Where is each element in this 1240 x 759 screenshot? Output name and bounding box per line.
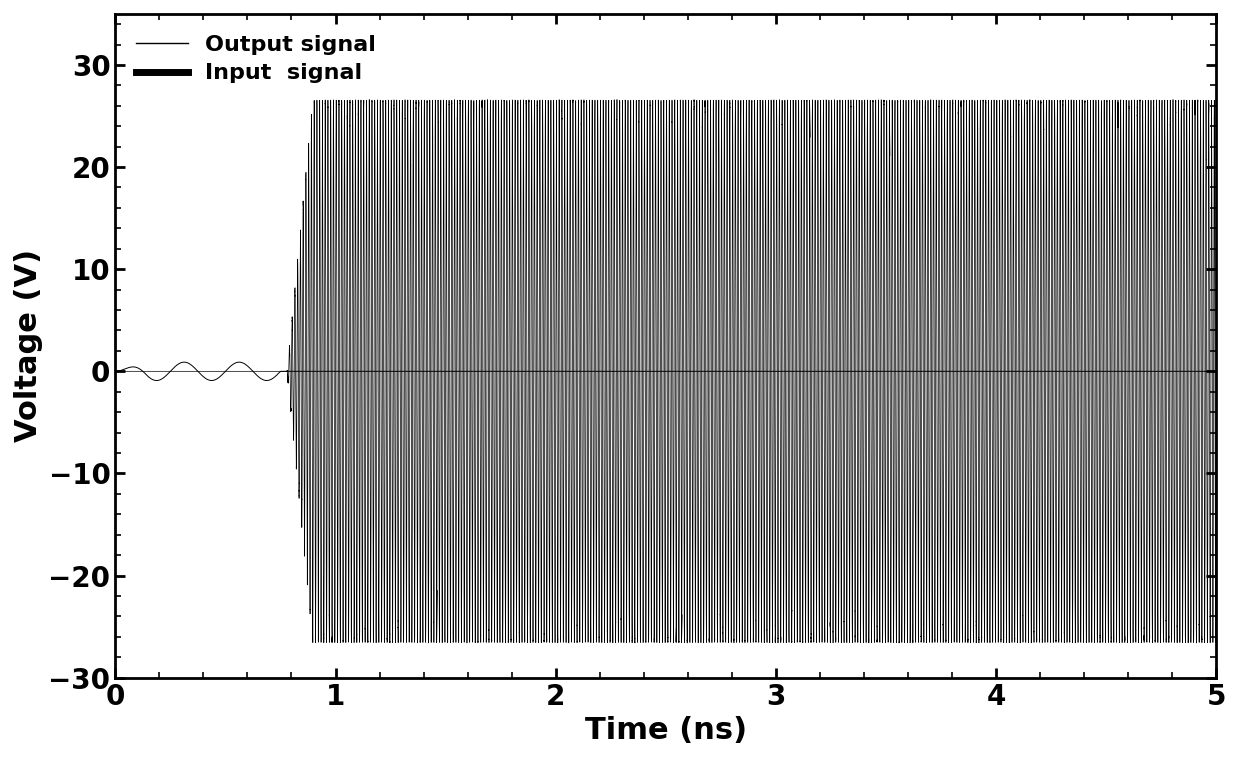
Input  signal — [1199, 367, 1214, 376]
Output signal — [362, 95, 377, 104]
Output signal — [108, 367, 123, 376]
X-axis label: Time (ns): Time (ns) — [585, 716, 746, 745]
Input  signal — [108, 367, 123, 376]
Output signal — [1209, 367, 1224, 376]
Output signal — [153, 367, 167, 376]
Output signal — [782, 165, 797, 175]
Input  signal — [1209, 367, 1224, 376]
Input  signal — [782, 367, 797, 376]
Line: Input  signal: Input signal — [115, 362, 1216, 380]
Output signal — [120, 367, 135, 376]
Output signal — [213, 367, 228, 376]
Line: Output signal: Output signal — [115, 99, 1216, 643]
Input  signal — [120, 363, 135, 372]
Output signal — [1189, 638, 1204, 647]
Input  signal — [176, 357, 191, 367]
Input  signal — [153, 376, 167, 385]
Y-axis label: Voltage (V): Voltage (V) — [14, 249, 43, 442]
Input  signal — [312, 367, 327, 376]
Legend: Output signal, Input  signal: Output signal, Input signal — [125, 24, 386, 93]
Input  signal — [213, 371, 228, 380]
Output signal — [312, 173, 327, 182]
Input  signal — [149, 376, 164, 385]
Output signal — [1199, 368, 1214, 377]
